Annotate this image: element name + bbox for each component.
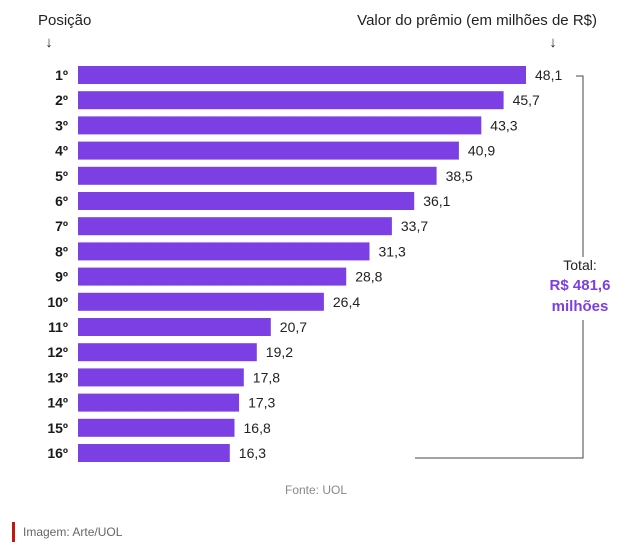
category-label: 4º [55,143,68,159]
category-label: 13º [47,369,68,385]
value-label: 31,3 [379,243,406,259]
credit-accent-bar [12,522,15,542]
category-label: 1º [55,67,68,83]
value-label: 43,3 [490,117,517,133]
bar [78,166,437,185]
bar [78,141,459,160]
value-arrow: ↓ [549,34,557,51]
bar [78,418,235,437]
bar [78,267,347,286]
total-value-line-1: R$ 481,6 [550,277,611,294]
value-label: 40,9 [468,143,495,159]
category-label: 15º [47,420,68,436]
total-bracket [415,75,584,459]
bar [78,393,240,412]
value-label: 48,1 [535,67,562,83]
category-label: 8º [55,243,68,259]
position-arrow: ↓ [45,34,53,51]
value-label: 17,8 [253,369,280,385]
bar [78,91,504,110]
bars-group: 1º 48,1 2º 45,7 3º 43,3 4º 40,9 5º 38,5 6º 36,1 7º 33… [47,66,562,462]
value-label: 33,7 [401,218,428,234]
bar [78,192,415,210]
category-label: 11º [48,319,68,335]
bar [78,242,370,261]
value-header: Valor do prêmio (em milhões de R$) [357,12,597,29]
value-label: 26,4 [333,294,360,310]
position-header: Posição [38,12,91,29]
bar [78,343,257,362]
value-label: 20,7 [280,319,307,335]
value-label: 17,3 [248,395,275,411]
category-label: 5º [55,168,68,184]
category-label: 2º [55,92,68,108]
value-label: 16,8 [244,420,271,436]
credit-text: Imagem: Arte/UOL [23,525,123,539]
bar [78,217,392,236]
bar [78,116,482,135]
category-label: 7º [55,218,68,234]
category-label: 3º [55,117,68,133]
category-label: 14º [47,395,68,411]
total-label: Total: [563,257,596,273]
category-label: 12º [47,344,68,360]
value-label: 28,8 [355,269,382,285]
value-label: 38,5 [446,168,473,184]
bar [78,444,230,462]
prize-bar-chart: Posição ↓ Valor do prêmio (em milhões de… [38,12,611,497]
bar [78,368,244,387]
value-label: 36,1 [423,193,450,209]
image-credit: Imagem: Arte/UOL [12,521,122,543]
bar [78,66,526,84]
value-label: 19,2 [266,344,293,360]
source-note: Fonte: UOL [285,483,347,497]
total-value-line-2: milhões [552,298,609,315]
value-label: 45,7 [513,92,540,108]
value-label: 16,3 [239,445,266,461]
category-label: 9º [55,269,68,285]
bar [78,292,324,311]
bar [78,318,271,336]
category-label: 16º [47,445,68,461]
category-label: 6º [55,193,68,209]
category-label: 10º [47,294,68,310]
